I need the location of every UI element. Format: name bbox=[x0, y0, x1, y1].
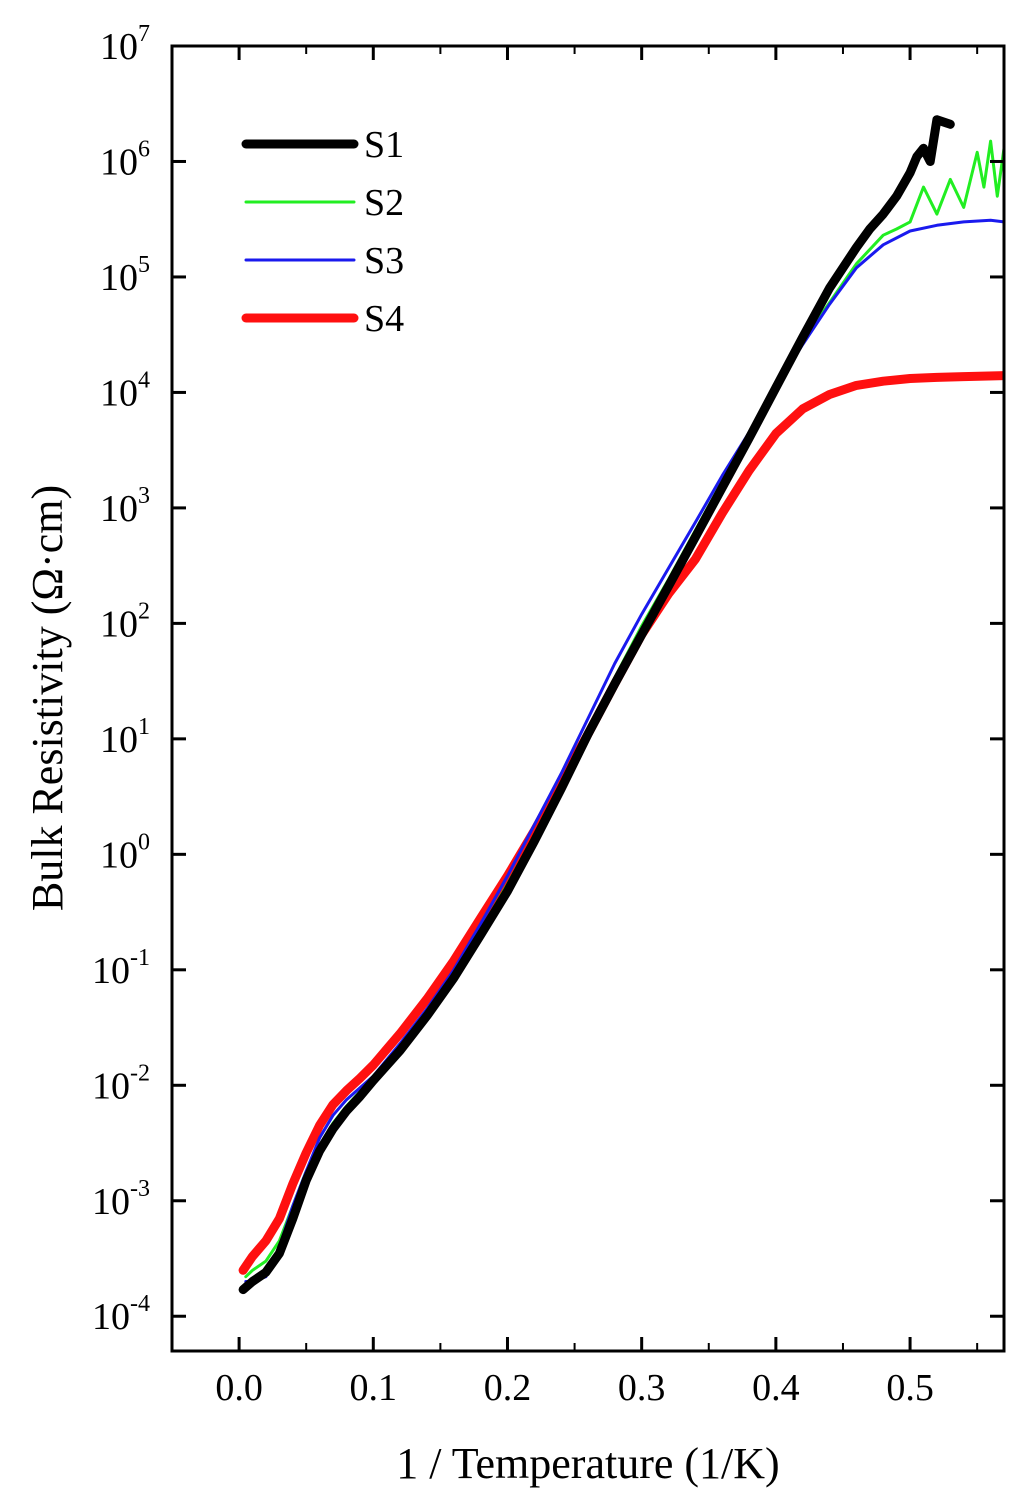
y-tick-base: 10 bbox=[100, 834, 138, 876]
legend: S1 S2 S3 S4 bbox=[241, 124, 404, 340]
y-tick-label: 100 bbox=[100, 829, 150, 876]
series-line-s2 bbox=[244, 139, 1004, 1279]
y-tick-exponent: 2 bbox=[138, 598, 150, 624]
y-tick-base: 10 bbox=[100, 372, 138, 414]
y-tick-exponent: -1 bbox=[130, 945, 150, 971]
x-axis-title: 1 / Temperature (1/K) bbox=[396, 1439, 779, 1488]
y-tick-base: 10 bbox=[100, 141, 138, 183]
plot-frame bbox=[170, 44, 1006, 1353]
legend-label-s1: S1 bbox=[364, 124, 404, 166]
x-tick-label: 0.5 bbox=[886, 1367, 934, 1409]
y-tick-base: 10 bbox=[100, 488, 138, 530]
y-tick-label: 10-3 bbox=[92, 1176, 150, 1223]
y-tick-exponent: 7 bbox=[138, 21, 150, 47]
legend-label-s4: S4 bbox=[364, 298, 404, 340]
y-tick-base: 10 bbox=[92, 950, 130, 992]
y-tick-base: 10 bbox=[100, 257, 138, 299]
y-tick-base: 10 bbox=[100, 26, 138, 68]
y-tick-exponent: 4 bbox=[138, 367, 150, 393]
y-tick-exponent: -4 bbox=[130, 1291, 150, 1317]
y-tick-label: 107 bbox=[100, 21, 150, 68]
y-axis-title: Bulk Resistivity (Ω·cm) bbox=[23, 485, 72, 911]
y-tick-exponent: 1 bbox=[138, 714, 150, 740]
x-tick-label: 0.2 bbox=[484, 1367, 532, 1409]
y-tick-base: 10 bbox=[92, 1065, 130, 1107]
y-tick-label: 104 bbox=[100, 367, 150, 414]
x-tick-label: 0.4 bbox=[752, 1367, 800, 1409]
y-tick-exponent: 6 bbox=[138, 136, 150, 162]
legend-label-s3: S3 bbox=[364, 240, 404, 282]
y-tick-label: 10-4 bbox=[92, 1291, 150, 1338]
y-tick-label: 103 bbox=[100, 483, 150, 530]
y-tick-label: 10-1 bbox=[92, 945, 150, 992]
y-tick-label: 106 bbox=[100, 136, 150, 183]
x-tick-label: 0.1 bbox=[350, 1367, 398, 1409]
tick-labels-layer: 0.0 0.1 0.2 0.3 0.4 0.510-410-310-210-1100101… bbox=[92, 21, 934, 1409]
series-line-s1 bbox=[238, 115, 955, 1295]
y-tick-label: 105 bbox=[100, 252, 150, 299]
x-tick-label: 0.0 bbox=[215, 1367, 263, 1409]
y-tick-base: 10 bbox=[100, 603, 138, 645]
y-tick-base: 10 bbox=[100, 719, 138, 761]
series-line-s3 bbox=[244, 218, 1004, 1283]
y-tick-label: 101 bbox=[100, 714, 150, 761]
legend-label-s2: S2 bbox=[364, 182, 404, 224]
y-tick-exponent: -2 bbox=[130, 1060, 150, 1086]
y-tick-exponent: 3 bbox=[138, 483, 150, 509]
y-tick-exponent: 0 bbox=[138, 829, 150, 855]
y-tick-label: 10-2 bbox=[92, 1060, 150, 1107]
ticks-layer bbox=[171, 44, 1004, 1351]
y-tick-base: 10 bbox=[92, 1181, 130, 1223]
x-tick-label: 0.3 bbox=[618, 1367, 666, 1409]
series-layer bbox=[238, 115, 1004, 1295]
y-tick-base: 10 bbox=[92, 1296, 130, 1338]
y-tick-label: 102 bbox=[100, 598, 150, 645]
y-tick-exponent: -3 bbox=[130, 1176, 150, 1202]
series-line-s4 bbox=[238, 371, 1004, 1275]
y-tick-exponent: 5 bbox=[138, 252, 150, 278]
